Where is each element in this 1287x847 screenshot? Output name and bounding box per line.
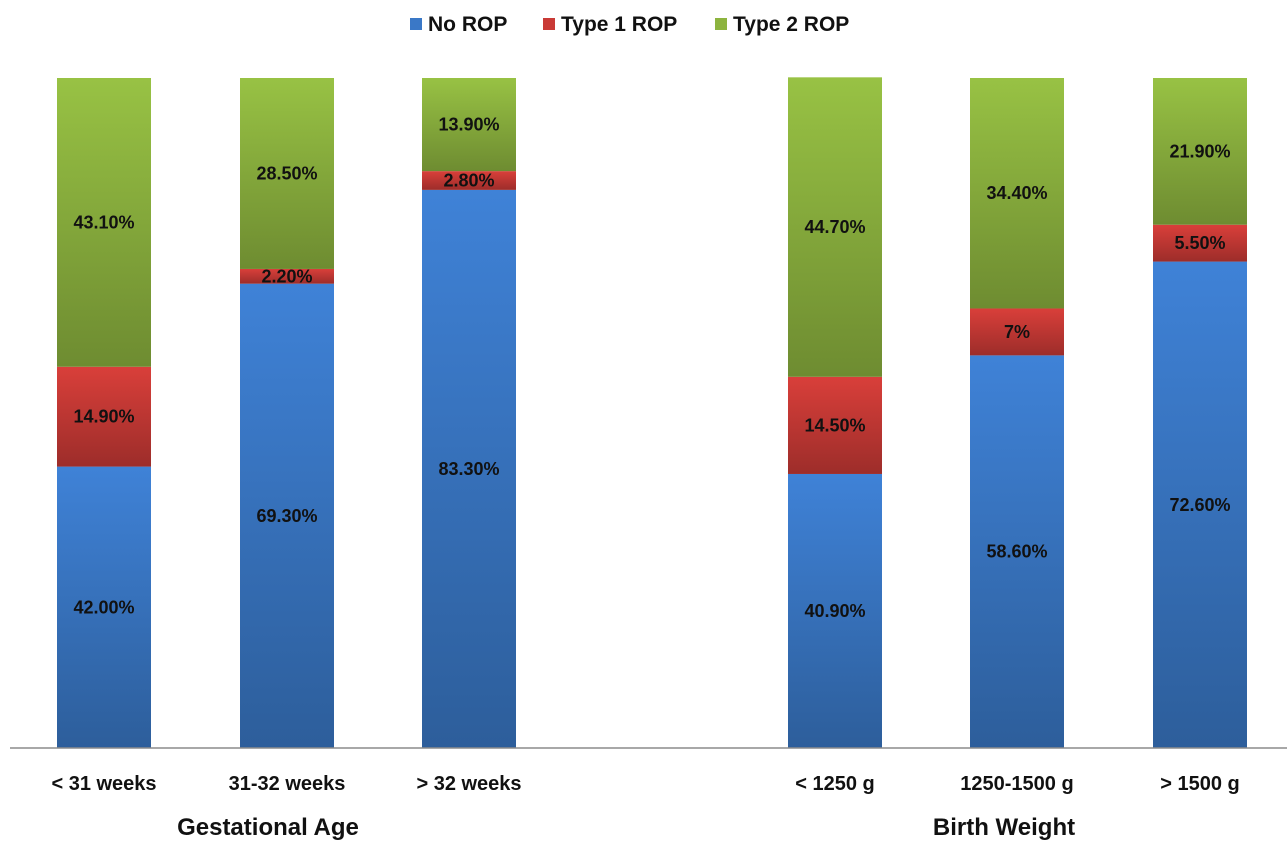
legend-item: Type 1 ROP: [543, 13, 677, 36]
legend-swatch: [543, 18, 555, 30]
x-tick-label: 1250-1500 g: [960, 773, 1073, 795]
bar-segment: [970, 355, 1064, 748]
data-label: 2.80%: [443, 171, 494, 191]
data-label: 44.70%: [804, 217, 865, 237]
legend: No ROP Type 1 ROP Type 2 ROP: [410, 13, 849, 36]
legend-label: Type 2 ROP: [733, 13, 849, 36]
data-label: 14.50%: [804, 415, 865, 435]
data-label: 7%: [1004, 322, 1030, 342]
x-tick-label: > 1500 g: [1160, 773, 1240, 795]
bar-segment: [57, 366, 151, 467]
bar-segment: [1153, 78, 1247, 225]
legend-label: Type 1 ROP: [561, 13, 677, 36]
x-tick-label: < 1250 g: [795, 773, 875, 795]
group-labels: Gestational Age Birth Weight: [177, 814, 1075, 841]
x-tick-label: 31-32 weeks: [229, 773, 346, 795]
x-axis-tick-labels: < 31 weeks 31-32 weeks > 32 weeks < 1250 g 1…: [51, 773, 1239, 795]
data-labels: 42.00% 14.90% 43.10% 69.30% 2.20% 28.50% 83.30…: [73, 115, 1230, 621]
bar-segment: [788, 77, 882, 377]
data-label: 43.10%: [73, 212, 134, 232]
data-label: 83.30%: [438, 459, 499, 479]
x-tick-label: > 32 weeks: [416, 773, 521, 795]
group-label: Birth Weight: [933, 814, 1075, 841]
bar-segment: [240, 283, 334, 748]
data-label: 2.20%: [261, 266, 312, 286]
legend-item: No ROP: [410, 13, 507, 36]
legend-swatch: [410, 18, 422, 30]
data-label: 42.00%: [73, 597, 134, 617]
data-label: 72.60%: [1169, 495, 1230, 515]
bar-segment: [422, 171, 516, 190]
group-label: Gestational Age: [177, 814, 359, 841]
bar-segment: [57, 78, 151, 367]
data-label: 34.40%: [986, 183, 1047, 203]
data-label: 14.90%: [73, 407, 134, 427]
bar-segment: [422, 78, 516, 172]
bar-segment: [788, 473, 882, 748]
bar-segment: [970, 78, 1064, 309]
bar-segment: [422, 189, 516, 748]
bar-segment: [1153, 224, 1247, 262]
data-label: 13.90%: [438, 115, 499, 135]
bars: [57, 77, 1247, 748]
bar-segment: [240, 78, 334, 269]
x-tick-label: < 31 weeks: [51, 773, 156, 795]
data-label: 69.30%: [256, 506, 317, 526]
data-label: 21.90%: [1169, 141, 1230, 161]
legend-label: No ROP: [428, 13, 507, 36]
legend-item: Type 2 ROP: [715, 13, 849, 36]
bar-segment: [240, 268, 334, 284]
bar-segment: [1153, 261, 1247, 748]
data-label: 58.60%: [986, 542, 1047, 562]
bar-segment: [57, 466, 151, 748]
legend-swatch: [715, 18, 727, 30]
data-label: 28.50%: [256, 163, 317, 183]
bar-segment: [970, 308, 1064, 356]
bar-segment: [788, 376, 882, 474]
data-label: 40.90%: [804, 601, 865, 621]
data-label: 5.50%: [1174, 233, 1225, 253]
